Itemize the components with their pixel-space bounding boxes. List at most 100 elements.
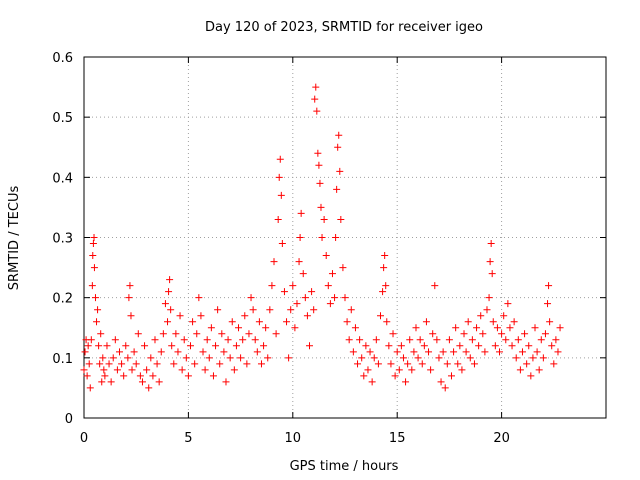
data-point xyxy=(132,360,140,368)
data-point xyxy=(341,294,349,302)
data-point xyxy=(301,294,309,302)
data-point xyxy=(345,336,353,344)
chart-title: Day 120 of 2023, SRMTID for receiver ige… xyxy=(205,20,483,35)
data-point xyxy=(510,318,518,326)
data-point xyxy=(243,360,251,368)
data-point xyxy=(481,348,489,356)
data-point xyxy=(533,348,541,356)
data-point xyxy=(153,360,161,368)
data-point xyxy=(161,300,169,308)
data-point xyxy=(280,288,288,296)
data-point xyxy=(97,330,105,338)
data-point xyxy=(437,378,445,386)
data-point xyxy=(483,306,491,314)
data-point xyxy=(328,270,336,278)
data-point xyxy=(235,324,243,332)
data-point xyxy=(379,288,387,296)
data-point xyxy=(406,336,414,344)
data-point xyxy=(164,318,172,326)
data-point xyxy=(99,354,107,362)
data-point xyxy=(427,366,435,374)
data-point xyxy=(364,366,372,374)
data-point xyxy=(253,348,261,356)
data-point xyxy=(385,342,393,350)
data-point xyxy=(508,342,516,350)
x-tick-label: 5 xyxy=(184,431,192,446)
data-point xyxy=(255,318,263,326)
data-point xyxy=(477,312,485,320)
data-point xyxy=(408,366,416,374)
data-point xyxy=(554,348,562,356)
data-point xyxy=(506,324,514,332)
data-point xyxy=(389,330,397,338)
data-point xyxy=(308,288,316,296)
data-point xyxy=(168,342,176,350)
data-point xyxy=(315,161,323,169)
data-point xyxy=(366,348,374,356)
data-point xyxy=(556,324,564,332)
data-point xyxy=(537,336,545,344)
data-point xyxy=(199,348,207,356)
data-point xyxy=(287,306,295,314)
data-point xyxy=(283,318,291,326)
data-point xyxy=(193,330,201,338)
data-point xyxy=(514,336,522,344)
data-point xyxy=(402,378,410,386)
y-tick-label: 0.2 xyxy=(52,292,73,307)
data-point xyxy=(216,360,224,368)
data-point xyxy=(337,215,345,223)
data-point xyxy=(312,83,320,91)
data-point xyxy=(374,360,382,368)
data-point xyxy=(138,378,146,386)
data-point xyxy=(311,95,319,103)
data-point xyxy=(278,240,286,248)
data-point xyxy=(488,270,496,278)
data-point xyxy=(518,348,526,356)
data-point xyxy=(205,354,213,362)
data-point xyxy=(90,264,98,272)
data-point xyxy=(331,294,339,302)
x-tick-label: 15 xyxy=(389,431,406,446)
data-point xyxy=(491,342,499,350)
data-point xyxy=(410,348,418,356)
data-point xyxy=(276,155,284,163)
data-point xyxy=(157,348,165,356)
data-point xyxy=(541,330,549,338)
data-point xyxy=(257,360,265,368)
data-point xyxy=(435,354,443,362)
data-point xyxy=(167,306,175,314)
data-point xyxy=(486,258,494,266)
data-point xyxy=(333,185,341,193)
data-point xyxy=(91,294,99,302)
data-point xyxy=(512,354,520,362)
data-point xyxy=(201,366,209,374)
data-point xyxy=(159,330,167,338)
data-point xyxy=(343,318,351,326)
x-tick-label: 20 xyxy=(493,431,510,446)
data-point xyxy=(349,348,357,356)
y-tick-label: 0.5 xyxy=(52,111,73,126)
tick-labels-layer: 0 5 10 15 20 0 0.1 0.2 0.3 0.4 0.5 0.6 xyxy=(52,51,510,446)
data-point xyxy=(274,215,282,223)
data-point xyxy=(143,366,151,374)
data-point xyxy=(220,348,228,356)
data-point xyxy=(487,240,495,248)
data-point xyxy=(299,270,307,278)
data-point xyxy=(381,252,389,260)
x-tick-label: 0 xyxy=(80,431,88,446)
data-point xyxy=(125,294,133,302)
data-point xyxy=(360,372,368,380)
x-axis-label: GPS time / hours xyxy=(290,459,399,474)
data-point xyxy=(83,372,91,380)
data-point xyxy=(291,324,299,332)
data-point xyxy=(452,324,460,332)
series-0 xyxy=(80,83,564,392)
data-point xyxy=(500,312,508,320)
data-point xyxy=(422,318,430,326)
data-point xyxy=(368,378,376,386)
data-point xyxy=(203,336,211,344)
data-point xyxy=(489,318,497,326)
data-point xyxy=(209,372,217,380)
data-point xyxy=(214,306,222,314)
data-point xyxy=(84,342,92,350)
